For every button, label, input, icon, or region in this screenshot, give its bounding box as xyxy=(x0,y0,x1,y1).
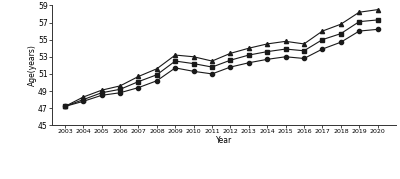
Non-main grain production areas xyxy=(62,105,67,108)
Non-main grain production areas xyxy=(375,28,380,30)
X-axis label: Year: Year xyxy=(216,136,232,145)
Main grain production areas xyxy=(246,47,251,49)
Total samples xyxy=(81,98,86,101)
Non-main grain production areas xyxy=(154,80,159,82)
Total samples xyxy=(118,88,122,90)
Main grain production areas xyxy=(320,30,325,32)
Main grain production areas xyxy=(118,85,122,87)
Line: Total samples: Total samples xyxy=(63,18,380,108)
Total samples xyxy=(228,59,233,61)
Total samples xyxy=(173,60,178,62)
Non-main grain production areas xyxy=(136,86,141,89)
Non-main grain production areas xyxy=(210,73,214,75)
Line: Main grain production areas: Main grain production areas xyxy=(63,8,380,108)
Main grain production areas xyxy=(375,9,380,11)
Total samples xyxy=(265,50,270,53)
Non-main grain production areas xyxy=(338,41,343,43)
Total samples xyxy=(154,74,159,76)
Main grain production areas xyxy=(357,11,362,13)
Non-main grain production areas xyxy=(99,94,104,96)
Total samples xyxy=(283,48,288,50)
Total samples xyxy=(210,66,214,68)
Main grain production areas xyxy=(99,89,104,91)
Non-main grain production areas xyxy=(320,48,325,50)
Non-main grain production areas xyxy=(283,56,288,58)
Non-main grain production areas xyxy=(118,92,122,94)
Total samples xyxy=(62,105,67,108)
Total samples xyxy=(320,38,325,41)
Main grain production areas xyxy=(228,52,233,54)
Main grain production areas xyxy=(283,40,288,42)
Total samples xyxy=(338,33,343,35)
Main grain production areas xyxy=(62,105,67,108)
Total samples xyxy=(357,21,362,23)
Main grain production areas xyxy=(302,43,306,45)
Total samples xyxy=(375,19,380,21)
Main grain production areas xyxy=(136,75,141,78)
Total samples xyxy=(302,50,306,52)
Main grain production areas xyxy=(265,43,270,45)
Total samples xyxy=(246,54,251,56)
Total samples xyxy=(191,62,196,65)
Non-main grain production areas xyxy=(265,58,270,61)
Y-axis label: Age(years): Age(years) xyxy=(28,44,37,86)
Total samples xyxy=(136,81,141,83)
Total samples xyxy=(99,92,104,94)
Non-main grain production areas xyxy=(246,62,251,64)
Non-main grain production areas xyxy=(191,70,196,72)
Main grain production areas xyxy=(338,23,343,25)
Non-main grain production areas xyxy=(173,67,178,69)
Main grain production areas xyxy=(81,96,86,98)
Non-main grain production areas xyxy=(228,66,233,68)
Main grain production areas xyxy=(173,54,178,56)
Non-main grain production areas xyxy=(81,100,86,102)
Non-main grain production areas xyxy=(302,57,306,60)
Line: Non-main grain production areas: Non-main grain production areas xyxy=(63,27,380,108)
Main grain production areas xyxy=(191,56,196,58)
Main grain production areas xyxy=(210,60,214,62)
Main grain production areas xyxy=(154,68,159,70)
Non-main grain production areas xyxy=(357,30,362,32)
